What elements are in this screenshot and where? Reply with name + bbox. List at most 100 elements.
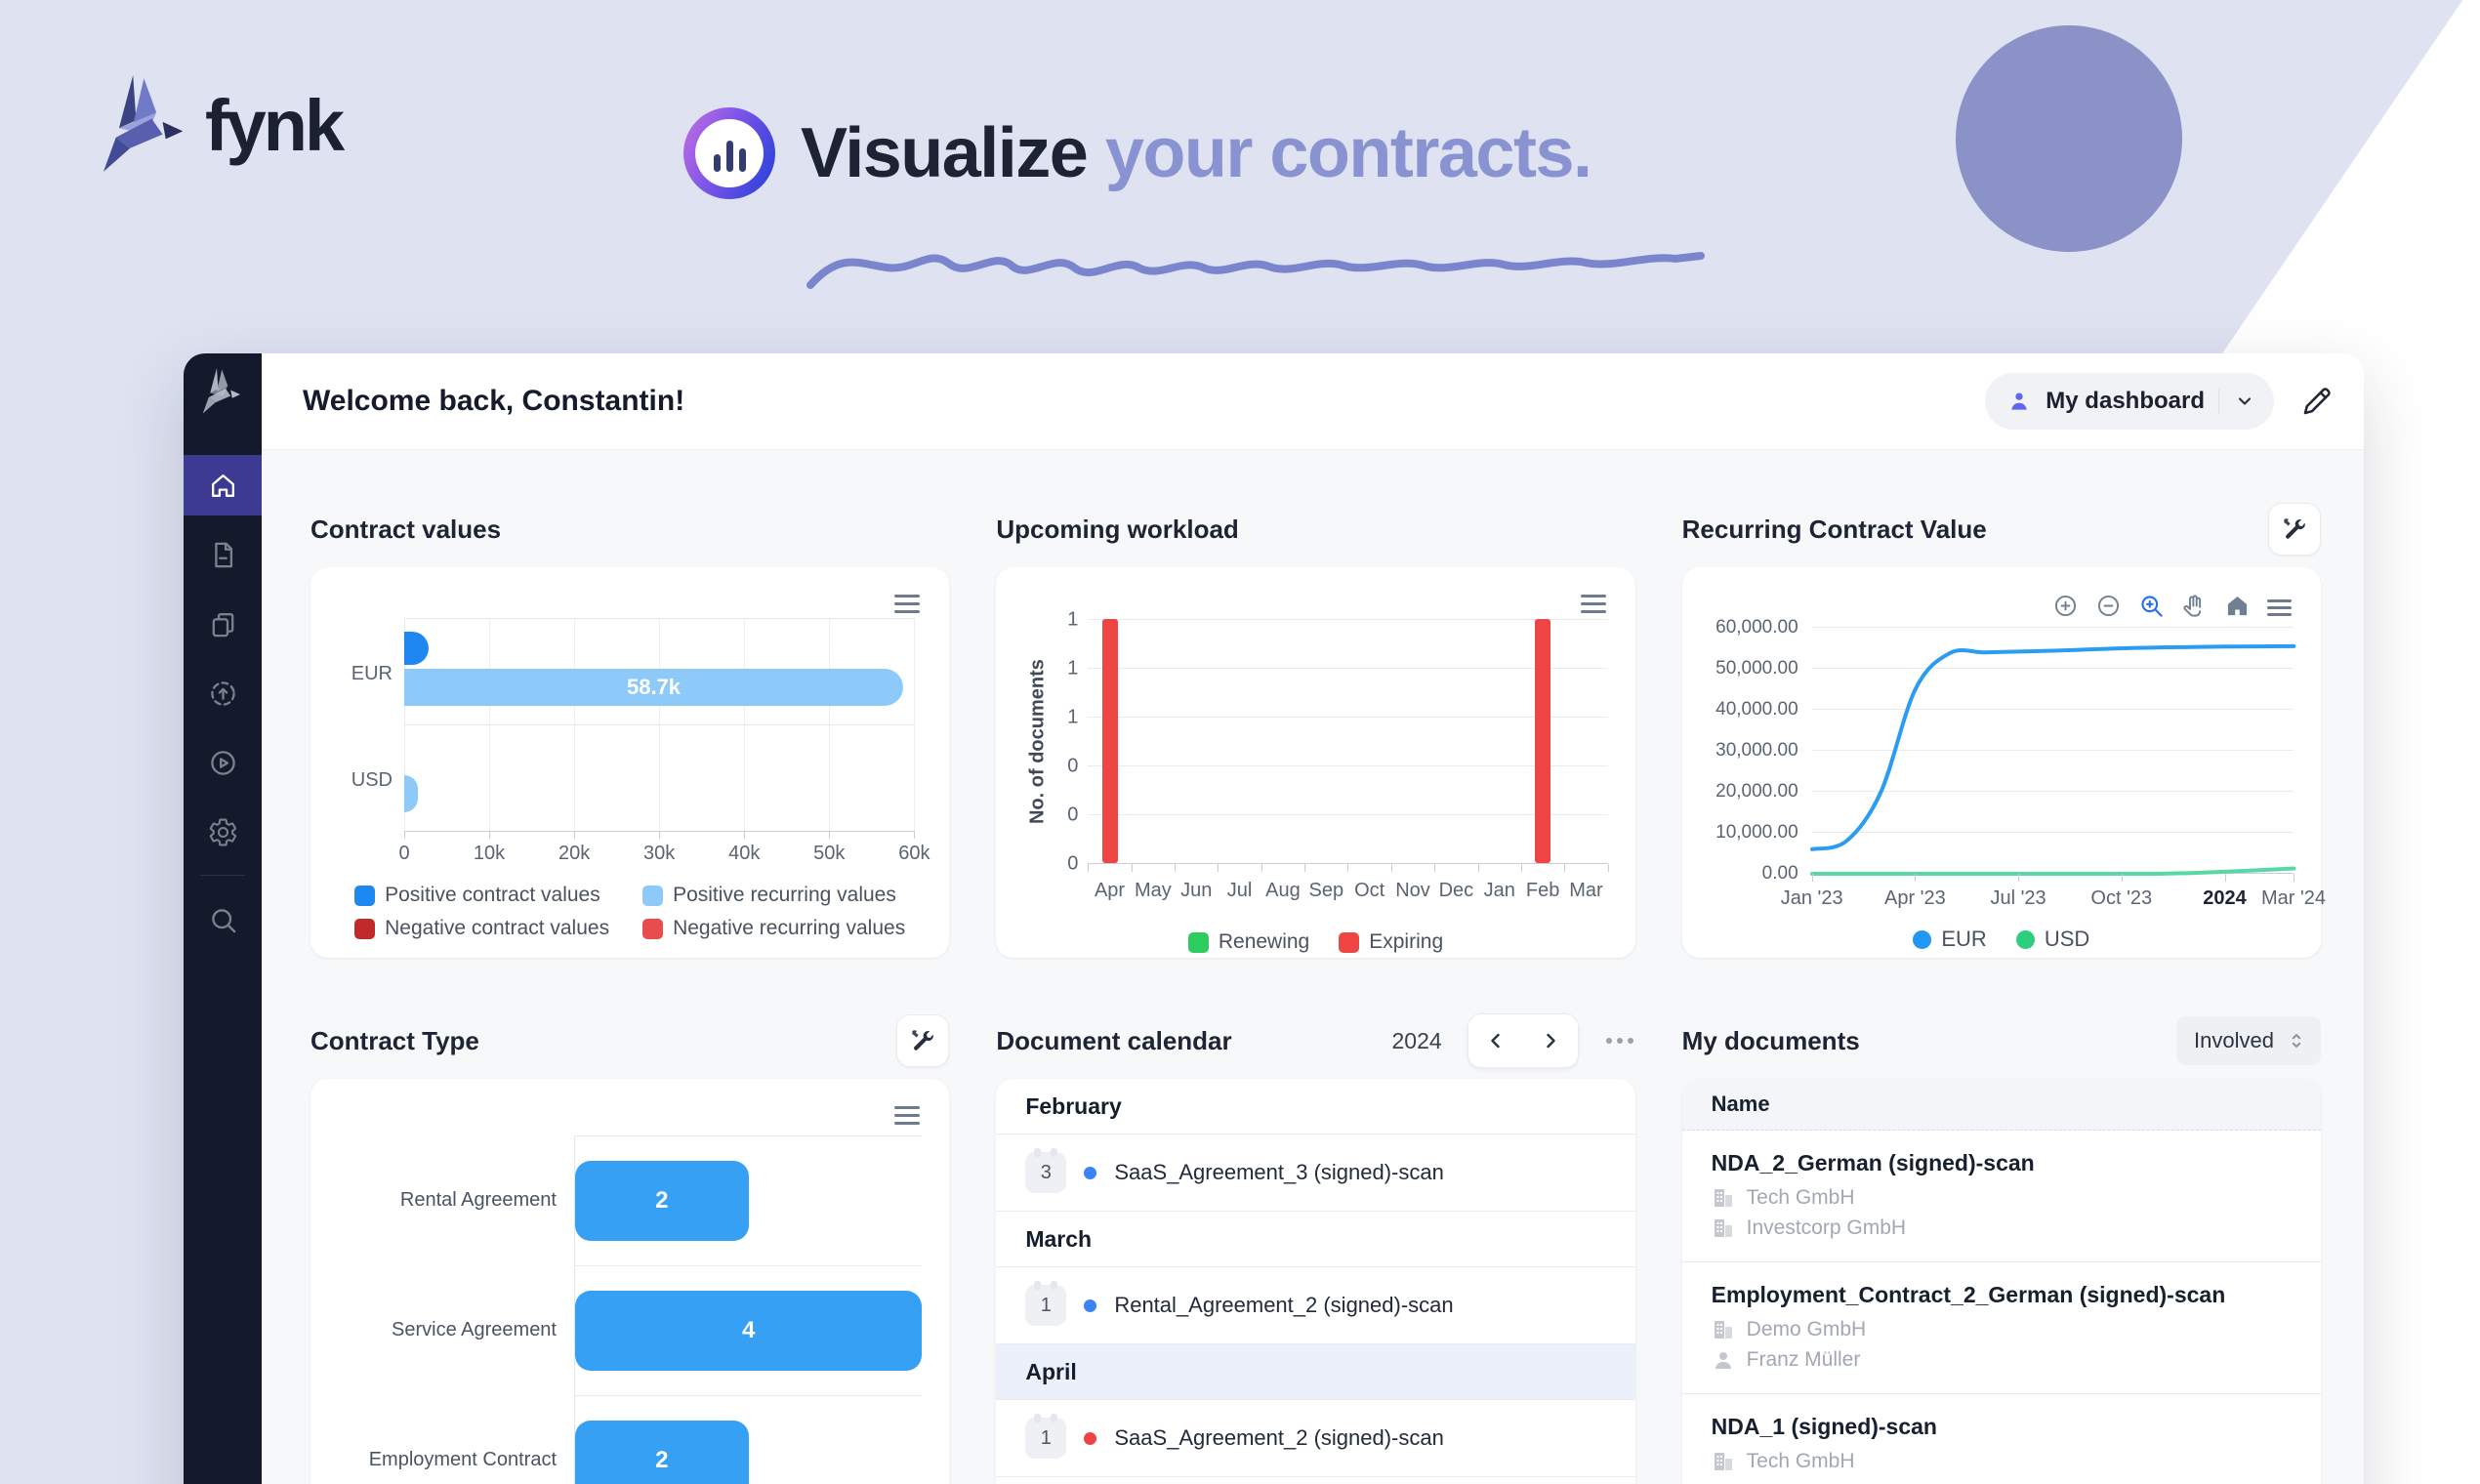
calendar-item[interactable]: 3 SaaS_Agreement_3 (signed)-scan (996, 1134, 1635, 1212)
legend-label: EUR (1941, 927, 1987, 951)
table-row[interactable]: Employment_Contract_2_German (signed)-sc… (1681, 1262, 2321, 1394)
section-title: Recurring Contract Value (1681, 514, 1987, 544)
bar-expiring (1535, 619, 1551, 863)
calendar-item[interactable]: 1 SaaS_Agreement_2 (signed)-scan (996, 1400, 1635, 1477)
calendar-item[interactable]: 1 Rental_Agreement_2 (signed)-scan (996, 1267, 1635, 1344)
legend-item[interactable]: EUR (1913, 927, 1987, 952)
chart-menu-icon[interactable] (2266, 597, 2292, 616)
zoom-in-icon[interactable] (2052, 593, 2079, 619)
recurring-value-card: 0.00 10,000.00 20,000.00 30,000.00 40,000.00… (1681, 567, 2326, 958)
legend-dot-icon (2015, 929, 2035, 949)
legend-item[interactable]: USD (2015, 927, 2089, 952)
chart-toolbar (2052, 593, 2292, 619)
pill-divider (2218, 389, 2219, 414)
more-options-icon[interactable] (1604, 1032, 1635, 1050)
section-title: Upcoming workload (996, 514, 1239, 544)
status-dot-icon (1084, 1166, 1097, 1179)
document-name: Rental_Agreement_2 (signed)-scan (1114, 1293, 1454, 1317)
tools-icon (2284, 518, 2305, 539)
upcoming-workload-card: No. of documents 0 0 0 1 1 1 Apr May Jun Jul Aug Sep… (996, 567, 1635, 958)
involvement-filter-select[interactable]: Involved (2176, 1016, 2321, 1065)
legend-item[interactable]: Negative recurring values (642, 917, 905, 940)
axis-tick-label: 30k (643, 843, 676, 864)
legend-item[interactable]: Positive contract values (354, 884, 609, 907)
building-icon (1714, 1189, 1732, 1207)
legend-item[interactable]: Expiring (1339, 930, 1443, 954)
legend-item[interactable]: Negative contract values (354, 917, 609, 940)
axis-tick-label: 10,000.00 (1715, 822, 1798, 843)
chart-menu-icon[interactable] (894, 595, 921, 613)
axis-tick-label: Sep (1308, 880, 1344, 901)
axis-tick-label: Dec (1438, 880, 1474, 901)
party-row: Franz Müller (1712, 1348, 2292, 1372)
legend-item[interactable]: Positive recurring values (642, 884, 905, 907)
table-row[interactable]: NDA_1 (signed)-scan Tech GmbH (1682, 1394, 2321, 1484)
bar-positive-recurring (404, 775, 418, 812)
sidebar-item-home[interactable] (184, 455, 262, 515)
line-eur (1809, 643, 2295, 851)
document-name: Employment_Contract_2_German (signed)-sc… (1711, 1282, 2226, 1307)
home-icon (211, 474, 234, 497)
contract-type-row: Rental Agreement 2 (338, 1135, 923, 1265)
legend-label: Negative recurring values (673, 917, 906, 939)
prev-month-button[interactable] (1468, 1014, 1523, 1067)
widget-settings-button[interactable] (2267, 503, 2321, 556)
contract-type-row: Service Agreement 4 (338, 1265, 923, 1395)
y-axis-title: No. of documents (1026, 659, 1049, 825)
axis-category-label: USD (351, 769, 393, 791)
table-row[interactable]: NDA_2_German (signed)-scan Tech GmbH Inves… (1681, 1131, 2321, 1262)
chart-menu-icon[interactable] (1580, 595, 1606, 613)
section-title: Contract values (310, 514, 502, 544)
axis-tick-label: Jan (1483, 880, 1515, 901)
chevron-down-icon (2238, 397, 2252, 405)
axis-tick-label: 60k (898, 843, 930, 864)
legend-swatch-icon (642, 918, 664, 939)
chart-legend: Positive contract values Positive recurri… (338, 884, 922, 940)
recurring-value-chart: 0.00 10,000.00 20,000.00 30,000.00 40,000.00… (1710, 617, 2326, 952)
gear-icon (209, 818, 236, 846)
axis-tick-label: 0 (1067, 755, 1079, 777)
sidebar-item-settings[interactable] (184, 802, 262, 862)
sidebar-item-automations[interactable] (184, 732, 262, 793)
hero-title: Visualize your contracts. (801, 114, 1592, 192)
section-title: Contract Type (310, 1025, 479, 1055)
chart-menu-icon[interactable] (894, 1106, 921, 1125)
calendar-day-badge: 1 (1025, 1281, 1067, 1326)
documents-list: NDA_2_German (signed)-scan Tech GmbH Inves… (1681, 1131, 2321, 1484)
fynk-bird-icon (103, 75, 184, 172)
reset-home-icon[interactable] (2224, 593, 2251, 619)
zoom-out-icon[interactable] (2095, 593, 2122, 619)
party-row: Tech GmbH (1712, 1450, 2292, 1473)
sidebar-item-import[interactable] (184, 663, 262, 723)
sidebar-item-documents[interactable] (184, 524, 262, 585)
sidebar-item-templates[interactable] (184, 594, 262, 654)
dashboard-selector[interactable]: My dashboard (1985, 373, 2274, 430)
axis-tick-label: 0 (1067, 804, 1079, 826)
copy-icon (212, 612, 233, 637)
bar-positive-recurring: 58.7k (404, 669, 903, 706)
sidebar (184, 353, 262, 1484)
legend-swatch-icon (354, 918, 376, 939)
legend-swatch-icon (1187, 931, 1209, 953)
axis-tick-label: Jun (1180, 880, 1213, 901)
widget-settings-button[interactable] (896, 1014, 950, 1067)
legend-item[interactable]: Renewing (1187, 930, 1309, 954)
selection-zoom-icon[interactable] (2138, 593, 2165, 619)
bar-positive-contract (404, 632, 430, 665)
legend-label: Positive recurring values (673, 884, 896, 906)
party-row: Tech GmbH (1712, 1186, 2292, 1210)
axis-tick-label: 50,000.00 (1715, 658, 1798, 679)
hero-heading: Visualize your contracts. (683, 107, 1592, 199)
axis-tick-label: Apr (1094, 880, 1126, 901)
calendar-item[interactable] (996, 1477, 1634, 1484)
next-month-button[interactable] (1523, 1014, 1578, 1067)
axis-tick-label: 10k (473, 843, 506, 864)
bar-value-label: 58.7k (626, 675, 682, 699)
axis-tick-label: Oct '23 (2090, 887, 2153, 909)
axis-tick-label: 1 (1067, 706, 1079, 728)
document-calendar-card: February 3 SaaS_Agreement_3 (signed)-scan M… (996, 1079, 1635, 1484)
edit-dashboard-button[interactable] (2299, 384, 2335, 419)
party-name: Franz Müller (1746, 1348, 1861, 1371)
sidebar-item-search[interactable] (184, 889, 262, 950)
pan-hand-icon[interactable] (2181, 593, 2208, 619)
